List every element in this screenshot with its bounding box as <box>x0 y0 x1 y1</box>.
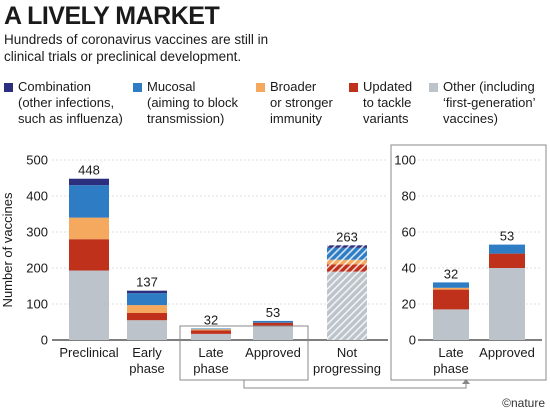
bar-segment-updated <box>127 313 167 321</box>
subtitle-line-2: clinical trials or preclinical developme… <box>4 49 242 64</box>
connector-arrowhead <box>462 379 470 384</box>
legend-swatch-broader <box>256 83 265 92</box>
bar-total-label: 53 <box>266 305 280 320</box>
x-tick-label: Late <box>198 345 223 360</box>
zoom-bar-segment-mucosal <box>433 282 469 288</box>
y-axis-label: Number of vaccines <box>0 192 15 307</box>
zoom-bar-segment-broader <box>433 287 469 290</box>
bar-segment-other <box>327 271 367 340</box>
zoom-y-tick-label: 0 <box>409 333 416 348</box>
zoom-bar-segment-updated <box>433 289 469 310</box>
legend-label: Mucosal <box>147 79 196 94</box>
bar-total-label: 32 <box>204 312 218 327</box>
y-tick-label: 100 <box>26 297 48 312</box>
zoom-x-tick-label: Late <box>438 345 463 360</box>
y-tick-label: 0 <box>41 333 48 348</box>
legend-swatch-other <box>429 83 438 92</box>
bar-segment-mucosal <box>69 185 109 218</box>
bar-segment-other <box>69 270 109 340</box>
legend-label: vaccines) <box>443 111 498 126</box>
legend-swatch-updated <box>349 83 358 92</box>
bar-segment-broader <box>69 217 109 240</box>
zoom-y-tick-label: 100 <box>394 153 416 168</box>
bar-segment-other <box>191 333 231 340</box>
legend-label: transmission) <box>147 111 225 126</box>
zoom-y-tick-label: 80 <box>402 189 416 204</box>
y-tick-label: 400 <box>26 189 48 204</box>
legend-label: to tackle <box>363 95 412 110</box>
legend-label: (other infections, <box>18 95 115 110</box>
zoom-y-tick-label: 40 <box>402 261 416 276</box>
legend-swatch-mucosal <box>133 83 142 92</box>
y-tick-label: 500 <box>26 153 48 168</box>
x-tick-label: progressing <box>313 361 381 376</box>
bar-total-label: 263 <box>336 229 358 244</box>
zoom-x-tick-label: Approved <box>479 345 535 360</box>
bar-segment-broader <box>191 329 231 331</box>
zoom-bar-segment-other <box>433 309 469 340</box>
x-tick-label: phase <box>129 361 164 376</box>
subtitle-line-1: Hundreds of coronavirus vaccines are sti… <box>4 32 269 47</box>
bar-total-label: 448 <box>78 163 100 178</box>
bar-segment-combination <box>69 178 109 186</box>
zoom-bar-total-label: 53 <box>500 229 514 244</box>
zoom-bar-segment-updated <box>489 253 525 268</box>
bar-segment-combination <box>127 290 167 294</box>
bar-segment-mucosal <box>191 328 231 330</box>
zoom-y-tick-label: 60 <box>402 225 416 240</box>
bar-total-label: 137 <box>136 275 158 290</box>
x-tick-label: Approved <box>245 345 301 360</box>
bar-segment-broader <box>127 305 167 313</box>
x-tick-label: Not <box>337 345 358 360</box>
y-tick-label: 300 <box>26 225 48 240</box>
zoom-x-tick-label: phase <box>433 361 468 376</box>
legend-label: variants <box>363 111 409 126</box>
bar-segment-mucosal <box>127 293 167 306</box>
bar-segment-updated <box>69 239 109 271</box>
zoom-y-tick-label: 20 <box>402 297 416 312</box>
zoom-panel-frame <box>390 144 547 381</box>
bar-segment-other <box>253 325 293 340</box>
legend-label: ‘first-generation’ <box>443 95 536 110</box>
x-tick-label: Early <box>132 345 162 360</box>
x-tick-label: phase <box>193 361 228 376</box>
bar-segment-updated <box>191 330 231 334</box>
y-tick-label: 200 <box>26 261 48 276</box>
x-tick-label: Preclinical <box>59 345 118 360</box>
chart-subtitle: Hundreds of coronavirus vaccines are sti… <box>4 31 324 65</box>
connector-line <box>243 380 467 389</box>
zoom-bar-segment-mucosal <box>489 244 525 254</box>
legend-label: Other (including <box>443 79 535 94</box>
legend-label: Updated <box>363 79 413 94</box>
legend-label: immunity <box>270 111 323 126</box>
bar-segment-broader <box>327 259 367 265</box>
bar-segment-updated <box>253 322 293 326</box>
bar-segment-combination <box>327 245 367 248</box>
bar-segment-other <box>127 320 167 340</box>
legend-label: (aiming to block <box>147 95 239 110</box>
zoom-bar-total-label: 32 <box>444 266 458 281</box>
bar-segment-mucosal <box>327 247 367 260</box>
bar-segment-updated <box>327 264 367 272</box>
legend-label: such as influenza) <box>18 111 123 126</box>
nature-logo: ©nature <box>502 396 545 410</box>
zoom-bar-segment-other <box>489 268 525 340</box>
legend-swatch-combination <box>4 83 13 92</box>
legend-label: Combination <box>18 79 91 94</box>
legend-label: or stronger <box>270 95 333 110</box>
bar-segment-mucosal <box>253 320 293 323</box>
legend-label: Broader <box>270 79 317 94</box>
chart-title: A LIVELY MARKET <box>4 2 220 30</box>
